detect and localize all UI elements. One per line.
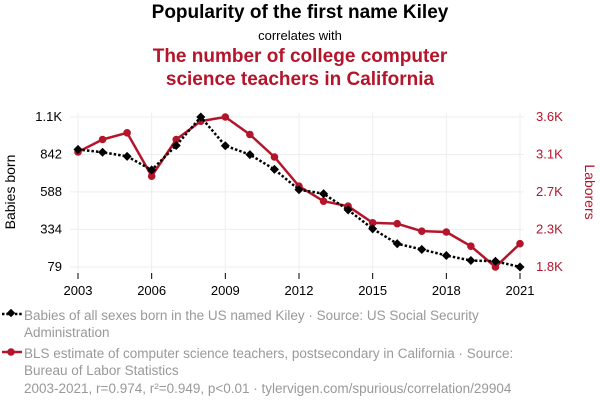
- footer-stats: 2003-2021, r=0.974, r²=0.949, p<0.01 · t…: [24, 381, 512, 396]
- x-tick-label: 2021: [506, 283, 535, 298]
- left-tick-label: 842: [40, 146, 62, 161]
- chart-title: Popularity of the first name Kiley: [151, 2, 449, 23]
- point-babies-2004: [98, 147, 108, 157]
- point-babies-2015: [368, 224, 378, 234]
- right-tick-label: 2.7K: [536, 184, 563, 199]
- y-axis-label-right: Laborers: [582, 164, 598, 219]
- point-teachers-2013: [319, 197, 328, 205]
- point-babies-2017: [417, 244, 427, 254]
- x-tick-label: 2006: [137, 283, 166, 298]
- chart-title-secondary-line1: The number of college computer: [152, 46, 448, 67]
- point-teachers-2021: [516, 239, 524, 248]
- point-babies-2019: [466, 255, 476, 266]
- legend-label-teachers: BLS estimate of computer science teacher…: [24, 346, 514, 378]
- point-babies-2011: [269, 164, 279, 174]
- x-tick-label: 2012: [285, 283, 314, 298]
- point-teachers-2006: [147, 172, 156, 180]
- point-babies-2021: [515, 262, 525, 272]
- point-babies-2006: [147, 165, 157, 175]
- point-teachers-2019: [467, 242, 475, 250]
- point-babies-2018: [441, 250, 451, 261]
- point-teachers-2016: [393, 219, 402, 228]
- right-tick-label: 2.3K: [536, 222, 563, 237]
- point-babies-2013: [319, 189, 329, 199]
- point-teachers-2020: [491, 263, 500, 271]
- right-tick-label: 3.6K: [536, 109, 563, 124]
- legend-marker-teachers-icon: [2, 348, 22, 356]
- x-tick-label: 2003: [64, 283, 93, 298]
- left-tick-label: 334: [40, 221, 62, 236]
- y-axis-label-left: Babies born: [2, 155, 18, 230]
- point-teachers-2007: [172, 135, 181, 144]
- data-series: [73, 112, 525, 272]
- point-teachers-2009: [221, 113, 230, 121]
- point-babies-2003: [73, 144, 83, 154]
- point-teachers-2011: [270, 153, 279, 161]
- point-teachers-2005: [123, 129, 131, 137]
- line-chart: 1.1K 842 588 334 79 3.6K 3.1K 2.7K 2.3K 1.8K 2003 2…: [2, 109, 598, 298]
- axes: 1.1K 842 588 334 79 3.6K 3.1K 2.7K 2.3K 1.8K 2003 2…: [2, 109, 598, 298]
- x-tick-label: 2009: [211, 283, 240, 298]
- grid-lines: [70, 113, 524, 277]
- chart-title-secondary: The number of college computer science t…: [0, 45, 600, 91]
- left-tick-label: 1.1K: [35, 109, 62, 124]
- left-tick-label: 588: [40, 184, 62, 199]
- x-tick-label: 2018: [432, 283, 461, 298]
- legend-marker-babies-icon: [2, 309, 22, 318]
- point-teachers-2015: [368, 219, 377, 227]
- legend-label-babies: Babies of all sexes born in the US named…: [24, 308, 479, 340]
- point-babies-2008: [196, 112, 206, 122]
- point-teachers-2004: [98, 135, 107, 144]
- x-tick-label: 2015: [358, 283, 387, 298]
- right-tick-label: 1.8K: [536, 259, 563, 274]
- right-tick-label: 3.1K: [536, 147, 563, 162]
- point-teachers-2010: [246, 130, 254, 139]
- point-babies-2009: [220, 141, 230, 151]
- chart-subtitle: correlates with: [258, 28, 342, 43]
- point-teachers-2017: [417, 227, 426, 235]
- point-teachers-2018: [442, 228, 451, 236]
- chart-title-secondary-line2: science teachers in California: [165, 69, 435, 90]
- point-babies-2005: [122, 151, 132, 161]
- left-tick-label: 79: [48, 259, 62, 274]
